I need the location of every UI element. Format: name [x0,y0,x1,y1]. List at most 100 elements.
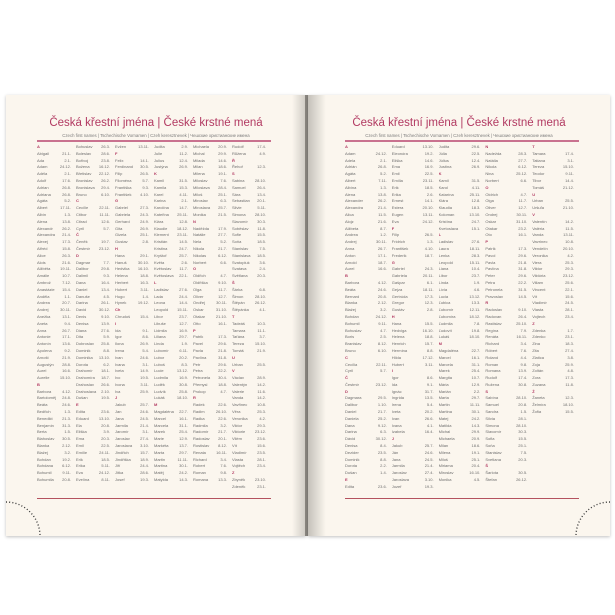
letter-heading: I [115,321,151,328]
name-day-date: 26.8. [377,164,387,170]
name-entry: Barbora 4.12. [37,389,73,396]
name-day-date: 14.3. [179,477,188,483]
name-entry: Ida 9.1. [115,328,151,335]
name-entry: Dominik 8.8. [345,457,389,464]
name: Šárka [232,286,243,292]
name: Gregor [391,300,405,306]
name-entry: Jitka 28.6. [115,470,151,477]
name: Emílie [76,449,88,455]
name: Bronislav [76,177,93,183]
name: Kamil [438,177,449,183]
name: Pavlína [193,354,207,360]
name-entry: Miroslav 6.3. [193,198,229,205]
name-day-date: 11.5. [565,225,574,231]
name: Ľubomíra [438,313,456,319]
name: Marek [154,429,166,435]
name-entry: Ladislav 27.6. [439,239,483,246]
name: Leopold [154,307,169,313]
name-day-date: 1.3. [64,409,71,415]
name: Erik [76,456,83,462]
name-day-date: 25.10. [516,320,528,326]
name: I [391,368,393,374]
name-entry: Radmila 3.2. [193,423,229,430]
name-day-date: 23.11. [422,177,434,183]
name: Pavol [485,252,496,258]
name-day-date: 25.1. [518,443,528,449]
name-day-date: 20.9. [218,144,227,149]
name-entry: Dagmara 29.5. [345,395,389,402]
name: Bohumil [37,470,52,476]
name: Marcel [154,415,167,421]
letter-heading: K [439,171,483,178]
name-day-date: 28.9. [257,375,266,381]
name-entry: Zora 17.3. [532,375,576,382]
name: Květoslav [154,266,172,272]
name-day-date: 27.7. [518,157,528,163]
name: Světlana [232,273,248,279]
name: Hubert [391,361,404,367]
name: Marcel [438,354,451,360]
name: Monika [438,477,452,483]
name: Miroslava [193,205,211,211]
names-column: A Abigail 21.1. Ada 2.1. Adam 24.12. Adéla 2.1. A… [37,144,76,496]
name: Drahoslava [76,388,97,394]
name-entry: Alexej 17.3. [37,239,73,246]
name-entry: Eliška 14.6. [392,158,436,165]
name-day-date: 24.7. [179,245,188,251]
name: Miriama [438,463,453,469]
name: Eduard [391,144,405,149]
name-entry: Šimon 28.10. [232,294,268,301]
name: Dana [345,422,355,428]
name: Marcela [438,361,453,367]
name: Aneta [37,320,48,326]
name: Hanuš [115,259,127,265]
name-day-date: 8.12. [377,341,387,347]
name: Magdaléna [438,347,459,353]
name-day-date: 23.5. [377,449,387,455]
name-day-date: 13.10. [469,211,481,217]
name: Andrea [345,232,358,238]
name-entry: Bohuslav 26.3. [76,144,112,151]
name-day-date: 26.1. [101,300,110,306]
name-day-date: 22.5. [101,443,110,449]
letter-heading: N [485,144,529,151]
name-entry: Alice 26.3. [37,253,73,260]
letter-heading: B [345,273,389,280]
name-day-date: 20.1. [257,198,266,204]
name: Emil [391,171,400,177]
name-entry: Marcel 16.1. [439,355,483,362]
name-day-date: 9.10. [218,279,227,285]
name: Filip [391,232,400,238]
name-day-date: 26.2. [62,225,71,231]
name-entry: Magdaléna 22.7. [154,409,190,416]
name-entry: Dominika 13.10. [76,355,112,362]
name: Barbora [345,279,360,285]
name-entry: Drahomír 18.1. [76,368,112,375]
name-entry: Gabriela 24.3. [115,212,151,219]
name-day-date: 22.11. [375,361,387,367]
name-day-date: 13.8. [377,191,387,197]
name-entry: Ľudovít 19.8. [439,328,483,335]
name: Valentín [532,218,547,224]
name-day-date: 14.1. [140,157,149,163]
name: Petr [193,361,201,367]
name: Klára [154,218,164,224]
name-day-date: 28.8. [62,361,71,367]
name-entry: Ondrej 30.11. [485,212,529,219]
name-entry: Tamara 11.1. [232,328,268,335]
name: Rostislav [193,443,210,449]
name-day-date: 21.5. [218,211,227,217]
name-entry: Petronela 31.5. [485,287,529,294]
name-day-date: 27.6. [101,327,110,333]
name-entry: Gabriel 27.3. [115,205,151,212]
name-day-date: 26.9. [471,164,481,170]
name-entry: Michal 29.9. [439,429,483,436]
name-entry: Filip 26.5. [392,232,436,239]
name: Viera [532,259,542,265]
name-day-date: 13.1. [62,313,71,319]
name-day-date: 25.7. [424,443,434,449]
name-day-date: 4.7. [380,327,387,333]
name: Soběslav [232,225,249,231]
name-day-date: 7.6. [220,463,227,469]
name: Julius [154,157,165,163]
